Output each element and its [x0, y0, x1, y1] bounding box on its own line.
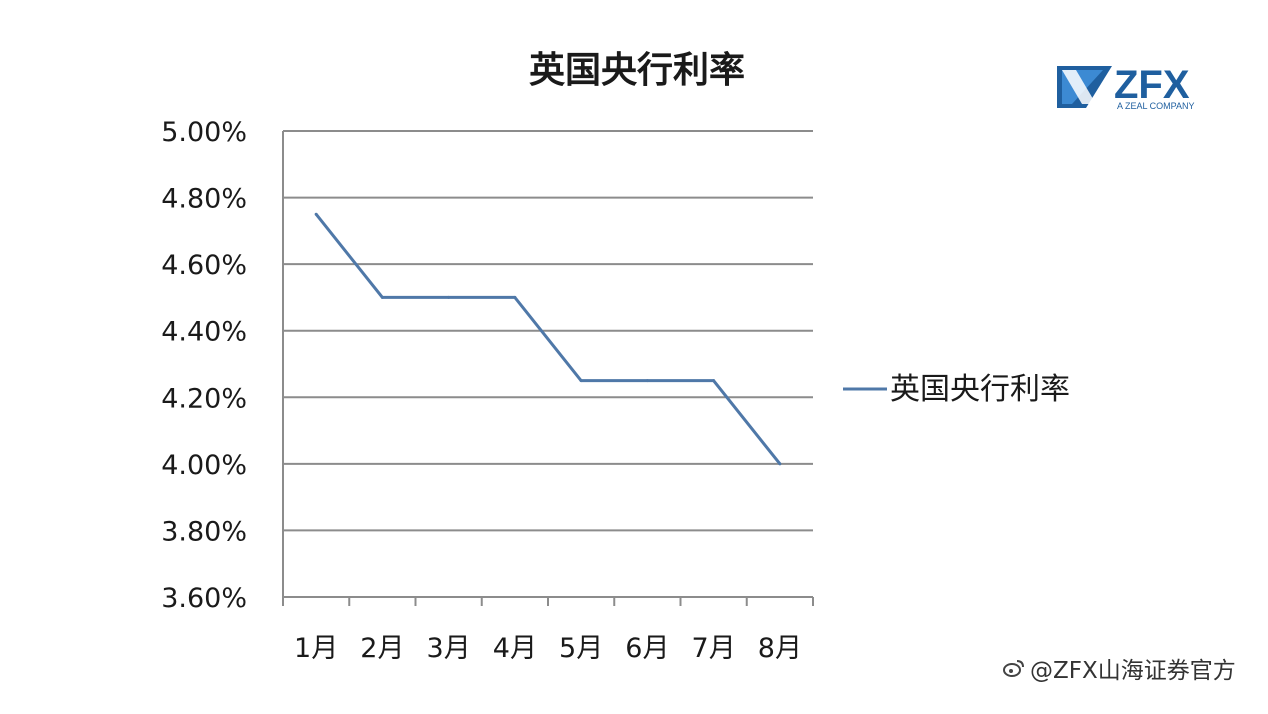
data-point: [778, 462, 782, 466]
weibo-icon: [1003, 660, 1024, 677]
x-tick-label: 1月: [294, 633, 338, 664]
chart-title: 英国央行利率: [529, 50, 745, 91]
y-tick-label: 4.80%: [161, 184, 247, 215]
x-tick-label: 5月: [559, 633, 603, 664]
watermark: @ZFX山海证券官方: [1003, 658, 1236, 684]
y-tick-label: 4.60%: [161, 250, 247, 281]
x-tick-label: 7月: [692, 633, 736, 664]
watermark-text: @ZFX山海证券官方: [1030, 658, 1236, 684]
data-point: [712, 379, 716, 383]
y-tick-label: 3.80%: [161, 516, 247, 547]
y-axis-ticks: 5.00% 4.80% 4.60% 4.40% 4.20% 4.00% 3.80% 3.60%: [161, 117, 247, 614]
data-point: [513, 295, 517, 299]
legend-label: 英国央行利率: [890, 372, 1070, 407]
logo-mark-stripe-icon: [1062, 70, 1096, 104]
data-point: [447, 295, 451, 299]
y-tick-label: 4.20%: [161, 383, 247, 414]
logo-name: ZFX: [1114, 63, 1190, 107]
data-point: [579, 379, 583, 383]
series-line: [314, 213, 782, 465]
x-tick-label: 3月: [427, 633, 471, 664]
x-tick-label: 2月: [360, 633, 404, 664]
y-tick-label: 5.00%: [161, 117, 247, 148]
logo-tagline: A ZEAL COMPANY: [1117, 101, 1195, 111]
x-axis-ticks: 1月 2月 3月 4月 5月 6月 7月 8月: [294, 633, 802, 664]
x-tick-label: 8月: [758, 633, 802, 664]
y-tick-label: 3.60%: [161, 583, 247, 614]
y-tick-label: 4.00%: [161, 450, 247, 481]
x-tick-label: 6月: [625, 633, 669, 664]
data-point: [380, 295, 384, 299]
axes: [282, 131, 814, 606]
grid: [283, 130, 813, 532]
x-tick-label: 4月: [493, 633, 537, 664]
zfx-logo: ZFX A ZEAL COMPANY: [1057, 63, 1195, 111]
legend: 英国央行利率: [843, 372, 1070, 407]
y-tick-label: 4.40%: [161, 317, 247, 348]
series: [314, 212, 782, 466]
data-point: [314, 212, 318, 216]
data-point: [645, 379, 649, 383]
